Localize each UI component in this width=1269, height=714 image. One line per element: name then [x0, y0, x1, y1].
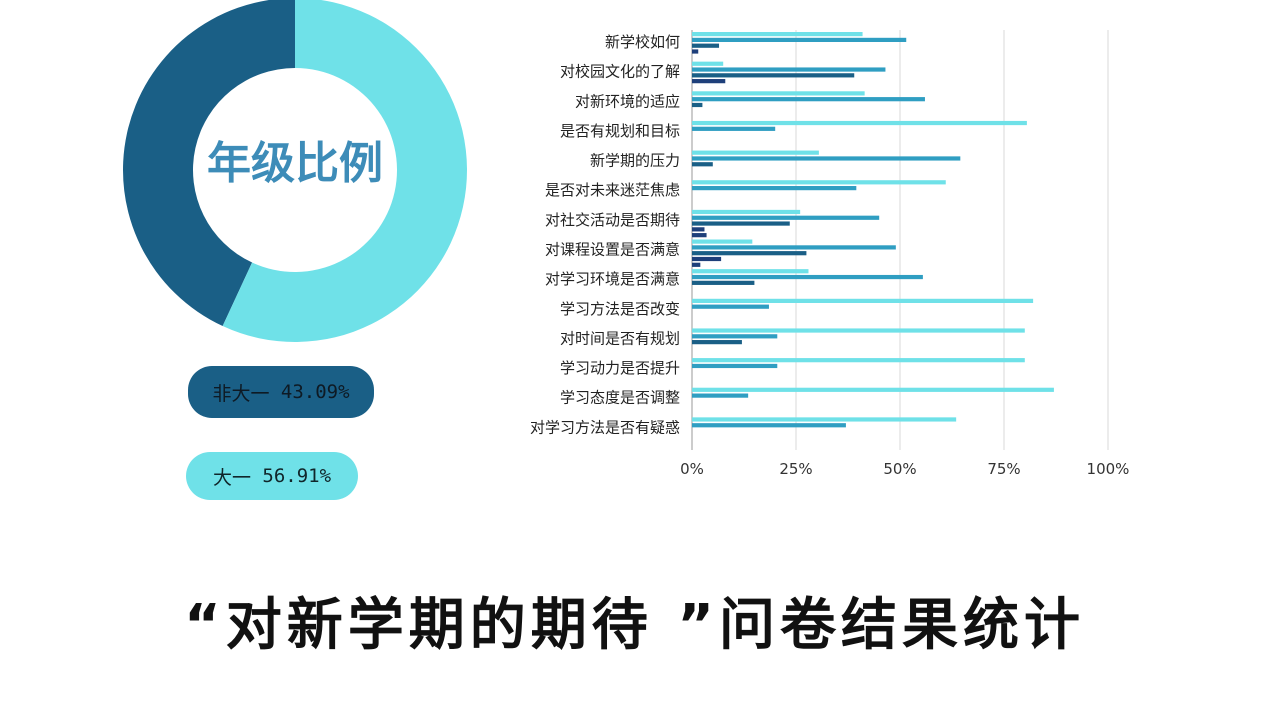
- bar: [692, 79, 726, 84]
- bar: [692, 358, 1025, 363]
- x-tick-label: 25%: [779, 460, 812, 478]
- bar: [692, 245, 896, 250]
- legend-non-freshman-label: 非大一: [212, 382, 270, 405]
- bar: [692, 73, 855, 78]
- bar: [692, 328, 1025, 333]
- bar: [692, 274, 923, 280]
- category-label: 学习动力是否提升: [560, 359, 680, 377]
- bar: [692, 215, 880, 220]
- category-label: 是否对未来迷茫焦虑: [545, 181, 680, 199]
- category-label: 对课程设置是否满意: [545, 241, 680, 259]
- bar: [692, 49, 699, 54]
- bar: [692, 97, 925, 102]
- bar: [692, 262, 701, 267]
- bar: [692, 180, 946, 185]
- category-label: 新学校如何: [605, 33, 680, 51]
- bar: [692, 162, 713, 167]
- survey-bar-chart: 0% 25% 50% 75% 100% 新学校如何对校园文化的了解对新环境的适应是否有规划…: [530, 30, 1130, 478]
- category-label: 学习态度是否调整: [560, 389, 680, 407]
- bar: [692, 67, 886, 72]
- category-label: 对校园文化的了解: [560, 63, 680, 81]
- legend-non-freshman-value: 43.09%: [280, 381, 350, 403]
- bar: [692, 363, 778, 369]
- bar: [692, 43, 720, 48]
- bar: [692, 340, 742, 345]
- bar: [692, 423, 846, 428]
- x-tick-label: 100%: [1087, 460, 1130, 478]
- bar: [692, 280, 755, 285]
- bar: [692, 37, 907, 42]
- bar: [692, 256, 722, 262]
- category-label: 对学习方法是否有疑惑: [530, 418, 680, 436]
- donut-slice-1: [222, 0, 467, 342]
- bar: [692, 393, 749, 398]
- bar: [692, 298, 1034, 303]
- bar: [692, 334, 778, 339]
- bar: [692, 61, 724, 66]
- bar: [692, 32, 863, 37]
- bar: [692, 91, 865, 96]
- bar: [692, 156, 961, 161]
- category-label: 对学习环境是否满意: [545, 270, 680, 288]
- bar: [692, 251, 807, 256]
- bar: [692, 387, 1054, 392]
- bar: [692, 120, 1027, 126]
- bar: [692, 150, 819, 155]
- x-tick-label: 75%: [987, 460, 1020, 478]
- category-label: 对新环境的适应: [575, 92, 680, 110]
- category-label: 是否有规划和目标: [560, 122, 680, 140]
- bar: [692, 239, 753, 244]
- category-label: 学习方法是否改变: [560, 300, 680, 318]
- legend-non-freshman: 非大一 43.09%: [188, 366, 374, 418]
- bar: [692, 269, 809, 274]
- legend-freshman: 大一 56.91%: [186, 452, 358, 500]
- legend-freshman-label: 大一: [212, 466, 251, 489]
- legend-freshman-value: 56.91%: [262, 465, 332, 487]
- x-tick-label: 50%: [883, 460, 916, 478]
- x-tick-label: 0%: [680, 460, 704, 478]
- page-title: “对新学期的期待 ”问卷结果统计: [183, 593, 1086, 658]
- donut-title: 年级比例: [207, 138, 383, 189]
- donut-slice-0: [123, 0, 295, 327]
- grade-ratio-donut: 年级比例: [123, 0, 467, 342]
- bar: [692, 209, 801, 215]
- bar: [692, 304, 769, 309]
- bar: [692, 417, 957, 422]
- bar: [692, 233, 707, 238]
- category-label: 新学期的压力: [590, 152, 680, 170]
- category-label: 对时间是否有规划: [560, 329, 680, 347]
- bar: [692, 102, 703, 108]
- bar: [692, 126, 776, 131]
- bar: [692, 186, 857, 191]
- bar: [692, 221, 790, 226]
- category-label: 对社交活动是否期待: [545, 211, 680, 229]
- bar: [692, 227, 705, 232]
